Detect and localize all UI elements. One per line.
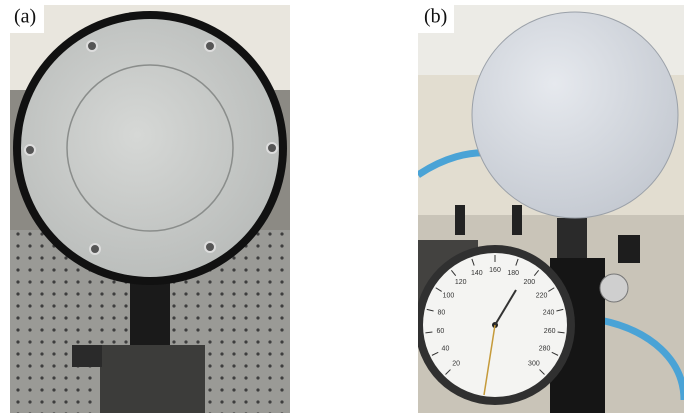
gauge-number: 20: [452, 361, 460, 368]
gauge-number: 100: [443, 293, 455, 300]
gauge-tick: [515, 258, 519, 266]
gauge-tick: [533, 269, 540, 277]
gauge-tick: [450, 269, 457, 277]
gauge-tick: [445, 369, 451, 375]
gauge-number: 220: [536, 293, 548, 300]
gauge-number: 240: [543, 310, 555, 317]
gauge-tick: [548, 287, 555, 292]
gauge-tick: [425, 331, 433, 334]
gauge-tick: [431, 351, 439, 356]
panel-label: (b): [424, 6, 447, 28]
gauge-number: 300: [528, 361, 540, 368]
gauge-number: 80: [437, 310, 445, 317]
gauge-tick: [551, 351, 559, 356]
panel-label: (a): [14, 6, 36, 28]
gauge-tick: [556, 308, 564, 312]
gauge-number: 260: [544, 328, 556, 335]
gauge-tick: [557, 331, 565, 334]
gauge-tick: [426, 308, 434, 312]
gauge-number: 120: [455, 279, 467, 286]
gauge-number: 200: [523, 279, 535, 286]
gauge-tick: [435, 287, 442, 292]
gauge-number: 180: [507, 270, 519, 277]
gauge-tick: [471, 258, 475, 266]
gauge-number: 280: [539, 346, 551, 353]
gauge-number: 140: [471, 270, 483, 277]
gauge-tick: [539, 369, 545, 375]
photo-a: [10, 5, 290, 413]
gauge-number: 160: [489, 267, 501, 274]
gauge-number: 40: [442, 346, 450, 353]
gauge-number: 60: [436, 328, 444, 335]
